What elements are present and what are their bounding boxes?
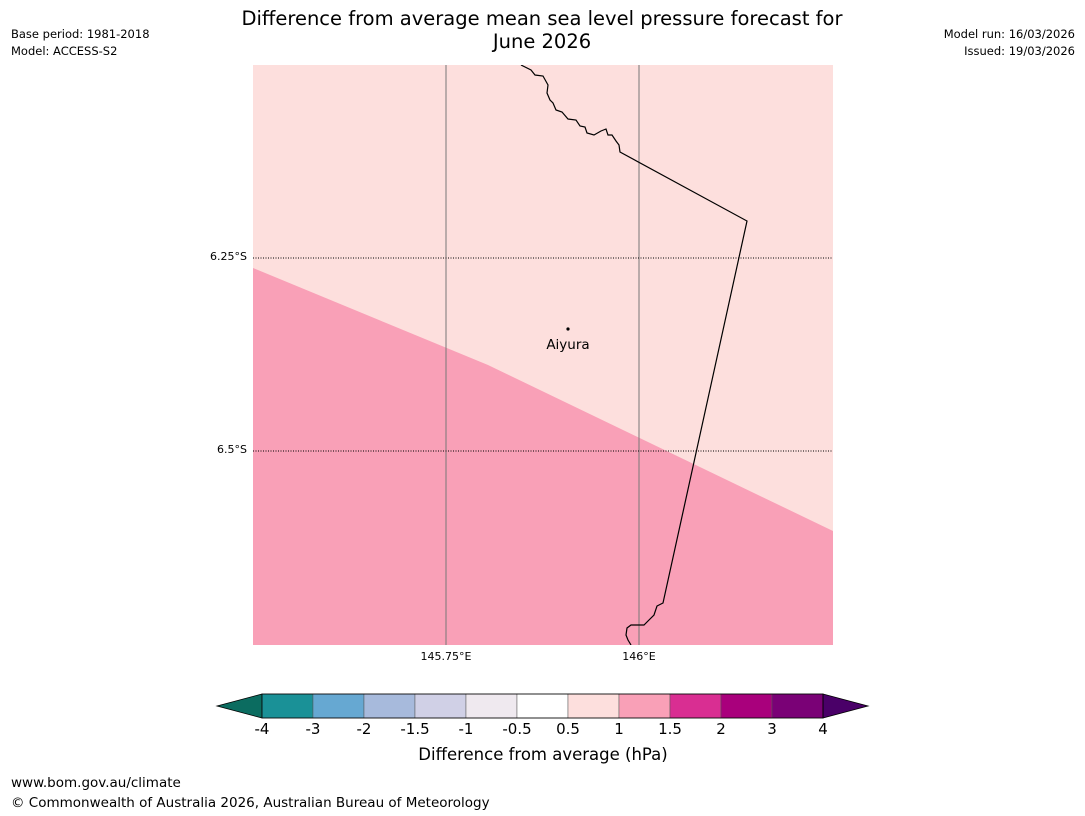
colorbar-label: Difference from average (hPa) <box>418 745 668 764</box>
colorbar-tick: 4 <box>818 720 828 738</box>
colorbar-cell <box>363 693 416 719</box>
colorbar-tick: 1.5 <box>658 720 682 738</box>
colorbar-cell <box>516 693 569 719</box>
colorbar-cell <box>720 693 773 719</box>
colorbar-tick: 0.5 <box>556 720 580 738</box>
model-text: Model: ACCESS-S2 <box>11 44 118 58</box>
lat-label-6-25: 6.25°S <box>210 250 247 263</box>
lat-label-6-5: 6.5°S <box>217 443 247 456</box>
colorbar-cell <box>567 693 620 719</box>
colorbar-cell <box>669 693 722 719</box>
issued-text: Issued: 19/03/2026 <box>964 44 1075 58</box>
colorbar-tick: 3 <box>767 720 777 738</box>
site-url: www.bom.gov.au/climate <box>11 775 181 791</box>
border-line <box>520 65 748 645</box>
colorbar-over-arrow <box>822 693 870 719</box>
colorbar-under-arrow <box>215 693 263 719</box>
model-run-text: Model run: 16/03/2026 <box>943 27 1075 41</box>
colorbar-cell <box>465 693 518 719</box>
colorbar-tick: 1 <box>614 720 624 738</box>
colorbar-cell <box>312 693 365 719</box>
colorbar-tick: -2 <box>356 720 372 738</box>
colorbar-cells <box>261 693 824 719</box>
title-line-2: June 2026 <box>492 30 592 53</box>
meta-right: Model run: 16/03/2026 Issued: 19/03/2026 <box>944 26 1075 60</box>
aiyura-marker <box>566 327 570 331</box>
colorbar <box>215 693 870 719</box>
meta-left: Base period: 1981-2018 Model: ACCESS-S2 <box>11 26 150 60</box>
colorbar-frame <box>261 693 824 719</box>
colorbar-tick: -1 <box>458 720 474 738</box>
colorbar-tick: -4 <box>254 720 270 738</box>
colorbar-cell <box>618 693 671 719</box>
map-title: Difference from average mean sea level p… <box>192 7 892 53</box>
lon-label-145-75: 145.75°E <box>420 650 472 663</box>
lon-label-146: 146°E <box>622 650 656 663</box>
colorbar-cell <box>261 693 314 719</box>
colorbar-tick: -0.5 <box>502 720 532 738</box>
colorbar-cell <box>414 693 467 719</box>
forecast-map: Aiyura <box>253 65 833 645</box>
band-1-to-1-5 <box>253 268 833 645</box>
place-label-aiyura: Aiyura <box>546 337 589 353</box>
colorbar-tick: 2 <box>716 720 726 738</box>
colorbar-tick: -1.5 <box>400 720 430 738</box>
colorbar-cell <box>771 693 824 719</box>
title-line-1: Difference from average mean sea level p… <box>241 7 843 30</box>
colorbar-tick: -3 <box>305 720 321 738</box>
base-period-text: Base period: 1981-2018 <box>11 27 150 41</box>
copyright-text: © Commonwealth of Australia 2026, Austra… <box>11 795 490 811</box>
